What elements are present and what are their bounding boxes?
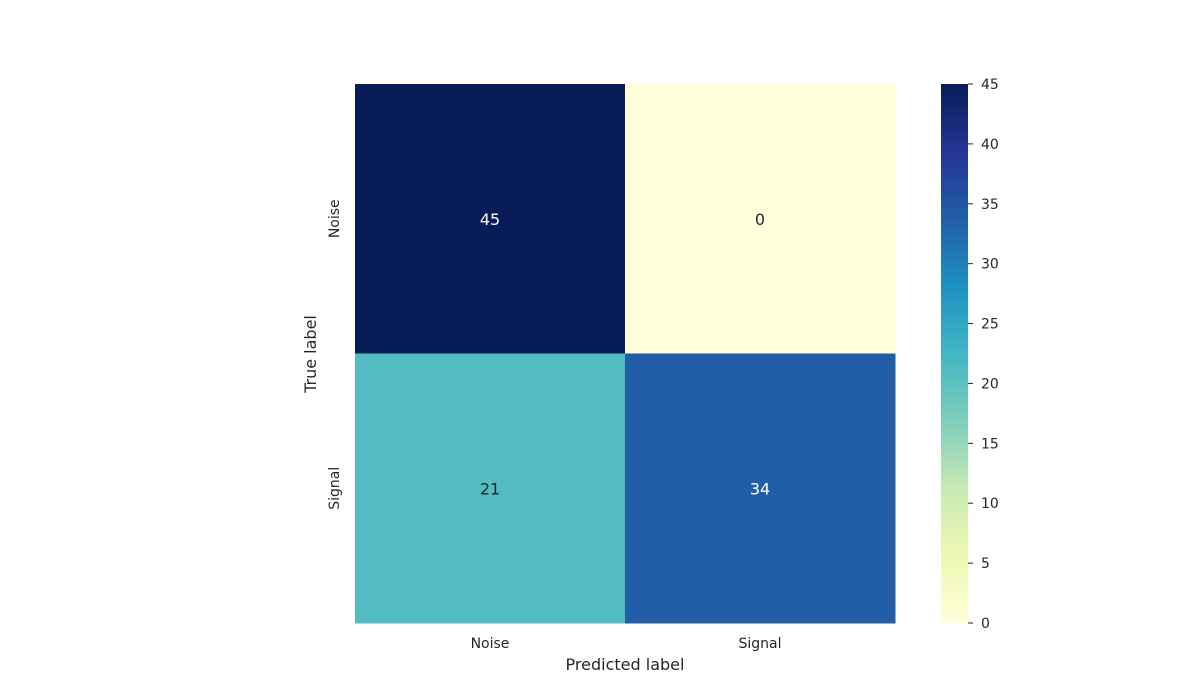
colorbar-tick-label: 20: [981, 376, 999, 392]
cell-value-label: 45: [480, 210, 500, 229]
y-tick-label: Noise: [327, 199, 343, 238]
cell-value-label: 34: [750, 479, 770, 498]
heatmap-cell: [355, 353, 626, 624]
colorbar-tick-label: 15: [981, 436, 999, 452]
heatmap-cell: [625, 84, 896, 354]
colorbar-tick-label: 35: [981, 197, 999, 213]
colorbar-tick-label: 45: [981, 77, 999, 93]
heatmap-cells: 45 0 21 34: [355, 84, 896, 624]
colorbar-tick-label: 30: [981, 257, 999, 273]
x-axis: Noise Signal: [471, 636, 782, 652]
y-axis-title: True label: [301, 315, 320, 394]
cell-value-label: 21: [480, 479, 500, 498]
cell-value-label: 0: [755, 210, 765, 229]
colorbar-tick-label: 25: [981, 317, 999, 333]
colorbar: [941, 84, 968, 623]
colorbar-tick-label: 40: [981, 137, 999, 153]
heatmap-cell: [625, 353, 896, 624]
colorbar-tick-label: 5: [981, 556, 990, 572]
x-tick-label: Noise: [471, 636, 510, 652]
colorbar-tick-label: 0: [981, 616, 990, 632]
heatmap-cell: [355, 84, 626, 354]
y-axis: Noise Signal: [327, 199, 343, 509]
x-tick-label: Signal: [738, 636, 781, 652]
colorbar-ticks: 0 5 10 15 20 25 30 35 40 45: [968, 77, 999, 632]
y-tick-label: Signal: [327, 467, 343, 510]
colorbar-tick-label: 10: [981, 496, 999, 512]
x-axis-title: Predicted label: [566, 655, 685, 674]
